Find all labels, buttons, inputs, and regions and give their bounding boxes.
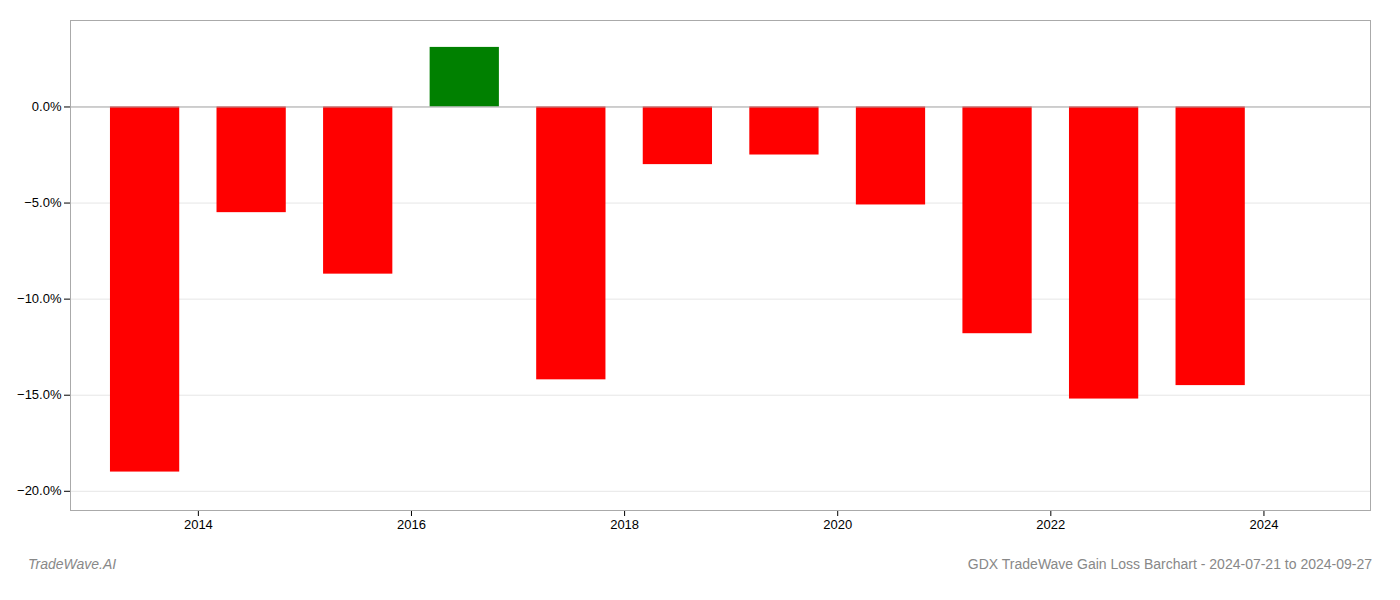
svg-text:2020: 2020: [823, 517, 852, 532]
svg-text:2018: 2018: [610, 517, 639, 532]
svg-text:2024: 2024: [1249, 517, 1278, 532]
svg-text:−20.0%: −20.0%: [17, 483, 62, 498]
svg-text:−15.0%: −15.0%: [17, 387, 62, 402]
svg-text:−10.0%: −10.0%: [17, 291, 62, 306]
svg-text:−5.0%: −5.0%: [24, 195, 62, 210]
svg-text:2014: 2014: [184, 517, 213, 532]
html-text:GDX TradeWave Gain Loss Barcha: GDX TradeWave Gain Loss Barchart - 2024-…: [967, 556, 1372, 572]
svg-text:0.0%: 0.0%: [32, 99, 62, 114]
svg-text:2022: 2022: [1036, 517, 1065, 532]
html-text:TradeWave.AI: TradeWave.AI: [28, 556, 117, 572]
svg-text:2016: 2016: [397, 517, 426, 532]
